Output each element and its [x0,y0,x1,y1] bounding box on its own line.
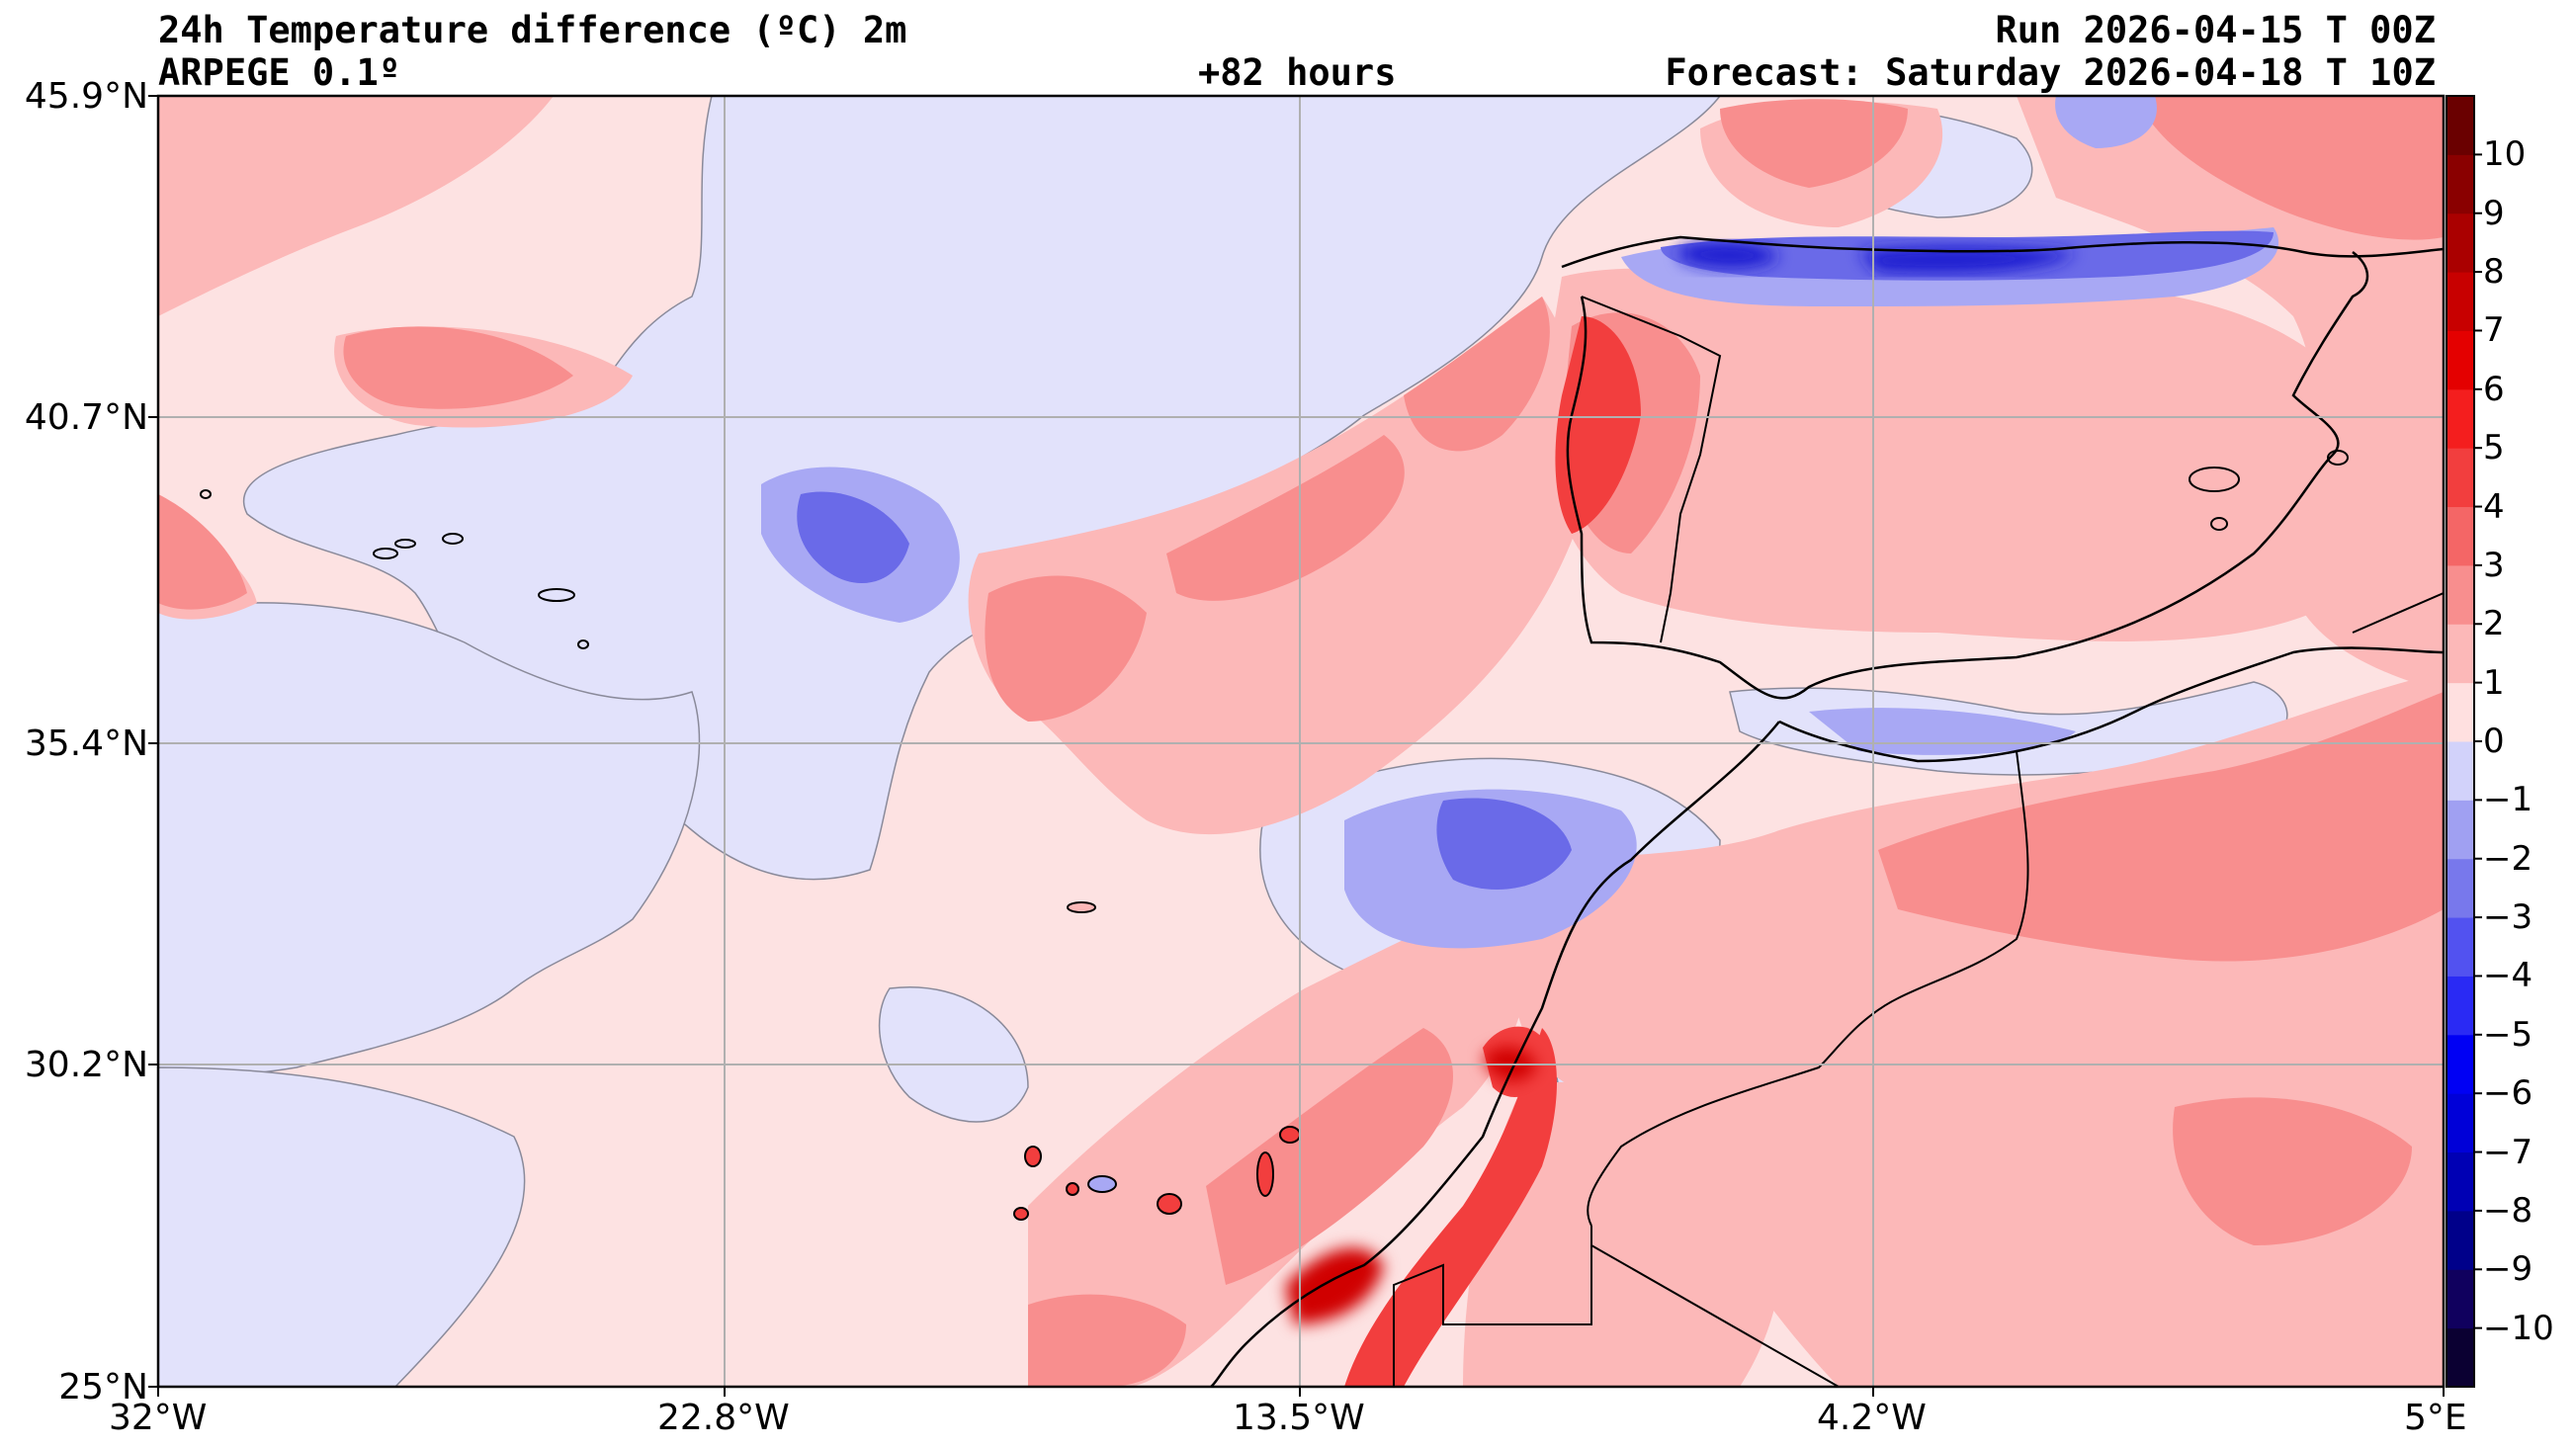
colorbar-band [2447,624,2474,684]
colorbar-band [2447,917,2474,977]
axis-ticks [148,95,2445,1397]
forecast-time-label: Forecast: Saturday 2026-04-18 T 10Z [1665,51,2436,94]
colorbar-label: −3 [2483,897,2533,938]
colorbar-label: −1 [2483,780,2533,820]
colorbar-band [2447,506,2474,566]
colorbar-band [2447,96,2474,155]
islands [1013,901,1301,1221]
lon-label: 22.8°W [657,1398,790,1438]
lat-label: 30.2°N [24,1045,148,1085]
colorbar-band [2447,1151,2474,1212]
colorbar-band [2447,858,2474,918]
colorbar-band [2447,741,2474,801]
colorbar-band [2447,1210,2474,1270]
colorbar-label: 6 [2483,369,2505,409]
field-warm-2-3 [158,96,2444,1387]
colorbar-label: −6 [2483,1073,2533,1114]
colorbar-band [2447,272,2474,331]
colorbar-label: 10 [2483,134,2527,175]
colorbar-label: −7 [2483,1132,2533,1172]
coastlines [1210,235,2444,1387]
colorbar-label: −2 [2483,838,2533,879]
colorbar-band [2447,800,2474,860]
lat-label: 40.7°N [24,397,148,438]
colorbar-label: 7 [2483,310,2505,351]
colorbar-label: 0 [2483,722,2505,761]
colorbar-label: −9 [2483,1249,2533,1290]
colorbar-label: 1 [2483,662,2505,703]
lon-label: 5°E [2404,1398,2467,1438]
colorbar-label: 4 [2483,486,2505,527]
colorbar-band [2447,1093,2474,1153]
colorbar-label: −5 [2483,1014,2533,1055]
lon-label: 4.2°W [1817,1398,1927,1438]
colorbar-band [2447,388,2474,449]
lat-label: 25°N [58,1367,148,1407]
colorbar-band [2447,682,2474,742]
colorbar [2446,95,2482,1388]
field-cold-5-8 [1680,241,2076,274]
colorbar-band [2447,154,2474,214]
lat-label: 45.9°N [24,76,148,117]
colorbar-band [2447,1327,2474,1388]
colorbar-band [2447,1034,2474,1094]
colorbar-band [2447,564,2474,625]
colorbar-label: 2 [2483,604,2505,644]
map-title: 24h Temperature difference (ºC) 2m [158,9,907,51]
colorbar-label: −4 [2483,956,2533,996]
colorbar-band [2447,213,2474,273]
lon-label: 13.5°W [1233,1398,1365,1438]
colorbar-label: 9 [2483,193,2505,233]
colorbar-label: −8 [2483,1190,2533,1231]
run-label: Run 2026-04-15 T 00Z [1995,9,2436,51]
colorbar-band [2447,1269,2474,1329]
colorbar-band [2447,448,2474,508]
colorbar-band [2447,330,2474,390]
colorbar-label: 3 [2483,545,2505,585]
graticule [158,96,2444,1387]
colorbar-label: −10 [2483,1308,2554,1348]
lead-time-label: +82 hours [1198,51,1397,94]
colorbar-band [2447,976,2474,1036]
lat-label: 35.4°N [24,724,148,764]
colorbar-label: 5 [2483,428,2505,468]
colorbar-label: 8 [2483,252,2505,293]
model-label: ARPEGE 0.1º [158,51,401,94]
azores-islands [200,450,2349,649]
lon-label: 32°W [109,1398,208,1438]
